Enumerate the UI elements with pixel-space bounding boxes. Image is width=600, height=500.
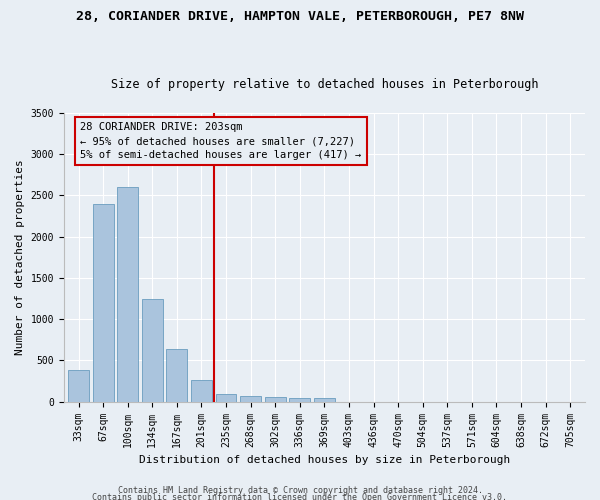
- Bar: [92, 204, 113, 402]
- Bar: [117, 187, 138, 402]
- Bar: [265, 396, 286, 402]
- Bar: [68, 370, 89, 402]
- Bar: [289, 398, 310, 402]
- Title: Size of property relative to detached houses in Peterborough: Size of property relative to detached ho…: [110, 78, 538, 91]
- Bar: [142, 300, 163, 402]
- Bar: [314, 398, 335, 402]
- Text: Contains HM Land Registry data © Crown copyright and database right 2024.: Contains HM Land Registry data © Crown c…: [118, 486, 482, 495]
- Bar: [166, 349, 187, 402]
- Y-axis label: Number of detached properties: Number of detached properties: [15, 160, 25, 355]
- Text: 28, CORIANDER DRIVE, HAMPTON VALE, PETERBOROUGH, PE7 8NW: 28, CORIANDER DRIVE, HAMPTON VALE, PETER…: [76, 10, 524, 23]
- Text: Contains public sector information licensed under the Open Government Licence v3: Contains public sector information licen…: [92, 494, 508, 500]
- Bar: [191, 380, 212, 402]
- Bar: [240, 396, 261, 402]
- X-axis label: Distribution of detached houses by size in Peterborough: Distribution of detached houses by size …: [139, 455, 510, 465]
- Text: 28 CORIANDER DRIVE: 203sqm
← 95% of detached houses are smaller (7,227)
5% of se: 28 CORIANDER DRIVE: 203sqm ← 95% of deta…: [80, 122, 362, 160]
- Bar: [215, 394, 236, 402]
